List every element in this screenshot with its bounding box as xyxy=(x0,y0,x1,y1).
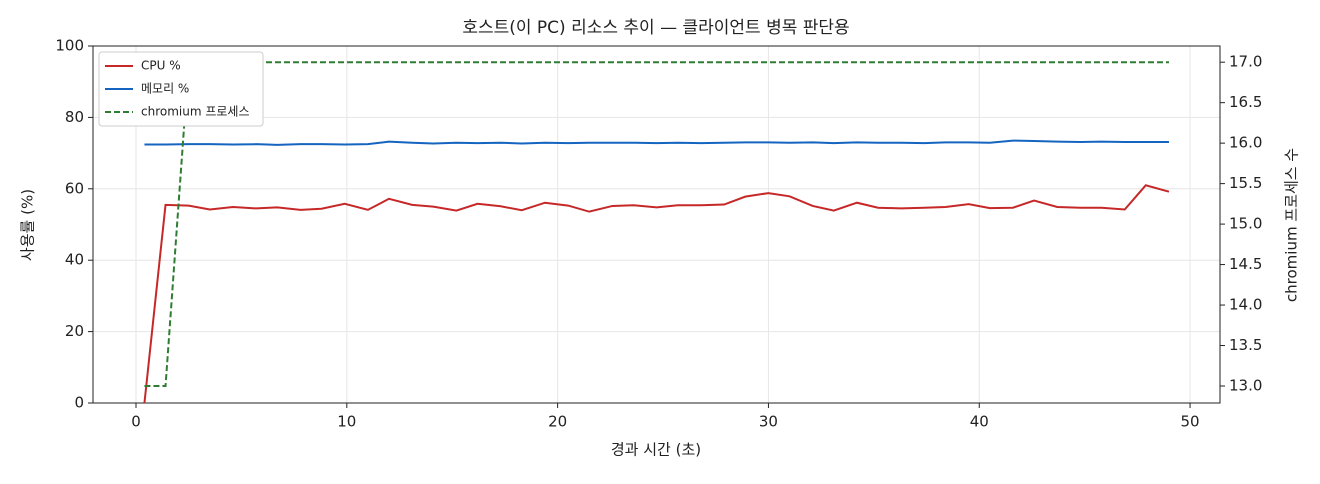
legend-label: CPU % xyxy=(141,59,181,73)
y2-axis-label: chromium 프로세스 수 xyxy=(1283,148,1301,302)
legend-label: chromium 프로세스 xyxy=(141,105,250,119)
series-line xyxy=(144,61,1169,387)
y-tick-label: 100 xyxy=(55,37,84,55)
x-tick-label: 50 xyxy=(1181,413,1200,431)
x-tick-label: 0 xyxy=(131,413,141,431)
y2-tick-label: 15.0 xyxy=(1229,215,1262,233)
y2-tick-label: 16.5 xyxy=(1229,93,1262,111)
y-tick-label: 20 xyxy=(65,322,84,340)
y-axis-label: 사용률 (%) xyxy=(19,189,37,261)
series-line xyxy=(144,139,1169,146)
x-tick-label: 40 xyxy=(970,413,989,431)
series-line xyxy=(143,184,1170,404)
y2-tick-label: 15.5 xyxy=(1229,174,1262,192)
x-tick-label: 30 xyxy=(759,413,778,431)
y2-tick-label: 14.5 xyxy=(1229,255,1262,273)
x-tick-label: 10 xyxy=(337,413,356,431)
y2-tick-label: 16.0 xyxy=(1229,134,1262,152)
y-tick-label: 40 xyxy=(65,251,84,269)
y2-tick-label: 17.0 xyxy=(1229,53,1262,71)
plot-frame xyxy=(92,45,1221,404)
y2-tick-label: 13.5 xyxy=(1229,336,1262,354)
y-tick-label: 0 xyxy=(74,394,84,412)
x-axis-label: 경과 시간 (초) xyxy=(611,441,701,459)
y2-tick-label: 14.0 xyxy=(1229,296,1262,314)
y-tick-label: 80 xyxy=(65,108,84,126)
chart-title: 호스트(이 PC) 리소스 추이 — 클라이언트 병목 판단용 xyxy=(462,18,849,38)
y-tick-label: 60 xyxy=(65,179,84,197)
y2-tick-label: 13.0 xyxy=(1229,377,1262,395)
legend-box xyxy=(98,51,264,127)
legend-label: 메모리 % xyxy=(141,82,189,96)
x-tick-label: 20 xyxy=(548,413,567,431)
